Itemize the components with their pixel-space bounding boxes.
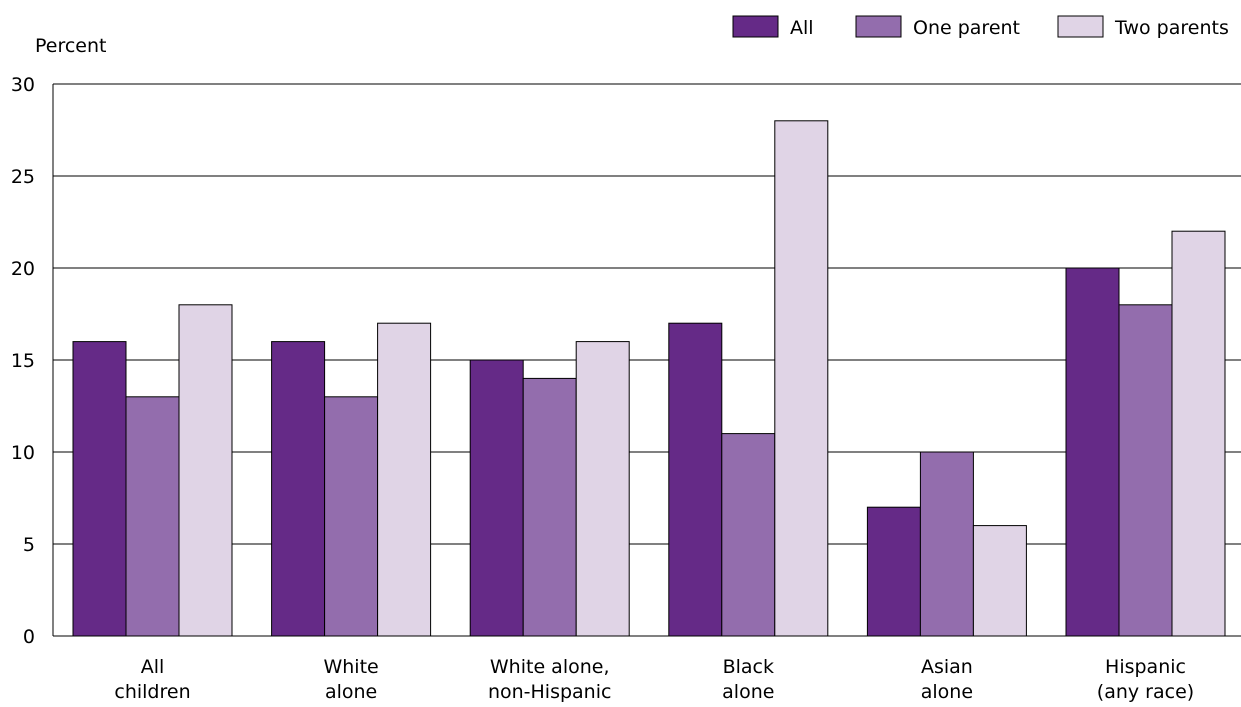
bar-one-parent (721, 433, 776, 637)
x-category-label: alone (325, 681, 377, 703)
x-axis-category-labels: All children White alone White alone, non-His… (114, 656, 1194, 703)
bars (72, 120, 1226, 637)
x-category-label: White alone, (490, 656, 610, 678)
bar-all (1065, 267, 1120, 637)
x-category-label: Hispanic (1105, 656, 1186, 678)
legend: All One parent Two parents (732, 15, 1229, 39)
gridlines (52, 83, 1241, 637)
bar-one-parent (522, 377, 577, 637)
x-category-label: All (141, 656, 165, 678)
y-tick-label: 5 (23, 534, 35, 556)
bar-one-parent (1118, 304, 1173, 637)
bar-two-parents (575, 341, 630, 637)
legend-swatch (732, 15, 779, 38)
x-category-label: non-Hispanic (488, 681, 612, 703)
x-category-label: (any race) (1097, 681, 1194, 703)
y-axis-ticks: 0 5 10 15 20 25 30 (11, 74, 35, 648)
bar-two-parents (377, 322, 432, 637)
legend-label: All (790, 17, 814, 39)
bar-all (668, 322, 723, 637)
bar-all (866, 506, 921, 637)
bar-two-parents (774, 120, 829, 637)
bar-all (271, 341, 326, 637)
x-category-label: alone (921, 681, 973, 703)
y-tick-label: 30 (11, 74, 35, 96)
y-tick-label: 15 (11, 350, 35, 372)
legend-label: One parent (913, 17, 1020, 39)
bar-two-parents (178, 304, 233, 637)
y-tick-label: 20 (11, 258, 35, 280)
y-axis-title: Percent (35, 35, 107, 57)
bar-two-parents (972, 525, 1027, 637)
legend-label: Two parents (1114, 17, 1229, 39)
x-category-label: Asian (921, 656, 973, 678)
bar-one-parent (324, 396, 379, 637)
bar-one-parent (919, 451, 974, 637)
bar-all (469, 359, 524, 637)
legend-swatch (855, 15, 902, 38)
bar-one-parent (125, 396, 180, 637)
bar-two-parents (1171, 230, 1226, 637)
bar-all (72, 341, 127, 637)
x-category-label: White (323, 656, 378, 678)
legend-swatch (1057, 15, 1104, 38)
x-category-label: children (114, 681, 190, 703)
y-tick-label: 0 (23, 626, 35, 648)
x-category-label: Black (723, 656, 774, 678)
y-tick-label: 10 (11, 442, 35, 464)
x-category-label: alone (722, 681, 774, 703)
y-tick-label: 25 (11, 166, 35, 188)
